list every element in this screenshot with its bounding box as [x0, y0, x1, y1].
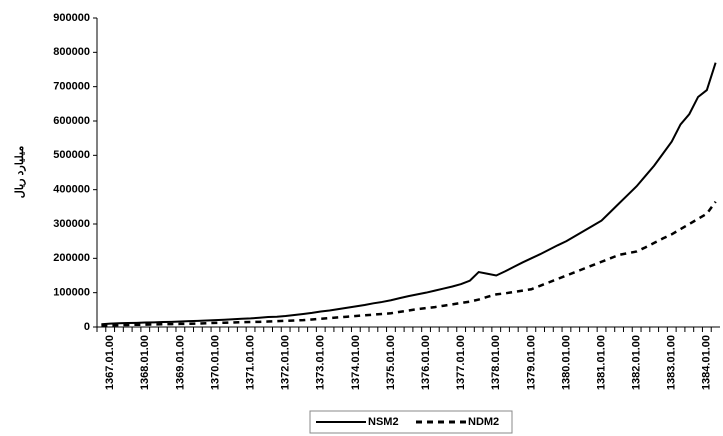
- x-tick-label: 1384.01.00: [701, 335, 713, 390]
- legend-label: NSM2: [368, 416, 399, 428]
- x-tick-label: 1370.01.00: [209, 335, 221, 390]
- x-tick-label: 1371.01.00: [244, 335, 256, 390]
- x-tick-label: 1383.01.00: [666, 335, 678, 390]
- x-tick-label: 1381.01.00: [595, 335, 607, 390]
- x-tick-label: 1375.01.00: [385, 335, 397, 390]
- y-tick-label: 600000: [53, 115, 90, 127]
- x-tick-label: 1377.01.00: [455, 335, 467, 390]
- x-tick-label: 1369.01.00: [174, 335, 186, 390]
- x-tick-label: 1379.01.00: [525, 335, 537, 390]
- x-tick-label: 1372.01.00: [280, 335, 292, 390]
- chart: میلیارد ریال 0 100000 200000 300000 400000 50…: [0, 0, 723, 436]
- y-tick-label: 0: [84, 321, 90, 333]
- series-line: [101, 202, 715, 326]
- y-axis-label: میلیارد ریال: [14, 146, 26, 199]
- y-tick-label: 500000: [53, 149, 90, 161]
- y-tick-label: 800000: [53, 46, 90, 58]
- y-tick-label: 100000: [53, 287, 90, 299]
- y-tick-label: 700000: [53, 81, 90, 93]
- y-tick-label: 300000: [53, 218, 90, 230]
- x-tick-label: 1374.01.00: [350, 335, 362, 390]
- legend-label: NDM2: [468, 416, 499, 428]
- y-tick-label: 200000: [53, 252, 90, 264]
- x-tick-label: 1373.01.00: [315, 335, 327, 390]
- x-tick-label: 1367.01.00: [104, 335, 116, 390]
- x-tick-label: 1380.01.00: [560, 335, 572, 390]
- x-tick-label: 1378.01.00: [490, 335, 502, 390]
- x-tick-label: 1368.01.00: [139, 335, 151, 390]
- y-tick-label: 400000: [53, 184, 90, 196]
- series-line: [101, 63, 715, 325]
- x-tick-label: 1382.01.00: [631, 335, 643, 390]
- y-tick-label: 900000: [53, 12, 90, 24]
- x-tick-label: 1376.01.00: [420, 335, 432, 390]
